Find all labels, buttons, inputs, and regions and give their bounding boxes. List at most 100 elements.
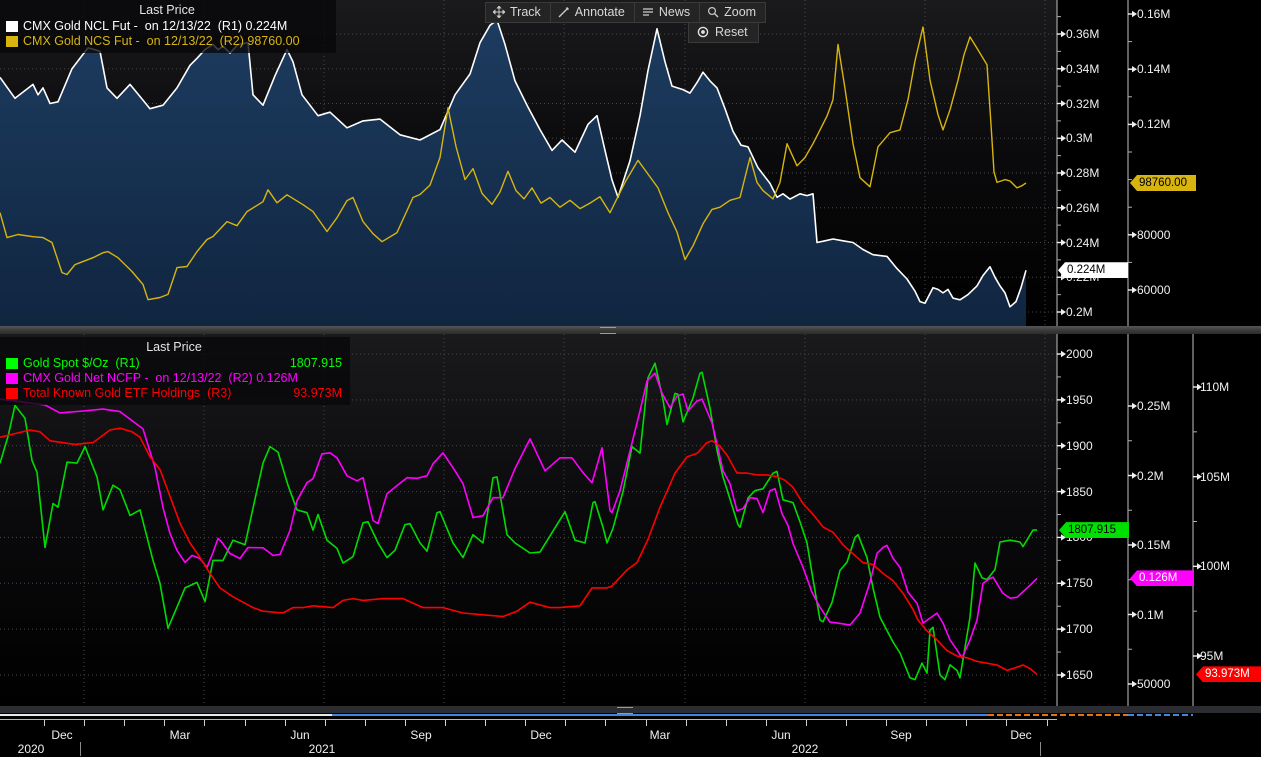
axis-tick-label: 1650: [1066, 668, 1093, 682]
date-axis-tick: [645, 720, 647, 726]
date-axis-tick: [685, 720, 687, 726]
reset-button[interactable]: Reset: [688, 22, 759, 43]
axis-tick-arrow-icon: [1061, 442, 1066, 449]
track-button[interactable]: Track: [485, 2, 551, 23]
scrollbar-drag-handle-icon[interactable]: [617, 707, 633, 714]
legend-series-label: CMX Gold NCL Fut - on 12/13/22 (R1) 0.22…: [23, 19, 288, 33]
year-label: 2020: [17, 742, 45, 756]
news-button[interactable]: News: [634, 2, 701, 23]
month-label: Dec: [1010, 728, 1032, 742]
top-legend-row[interactable]: CMX Gold NCS Fut - on 12/13/22 (R2) 9876…: [6, 34, 328, 49]
date-axis-tick: [44, 720, 45, 726]
date-axis-tick: [966, 720, 968, 726]
axis-tick-label: 1700: [1066, 622, 1093, 637]
axis-tick-label: 100M: [1200, 559, 1231, 574]
last-price-badge: 98760.00: [1130, 175, 1196, 192]
axis-tick-label: 2000: [1066, 347, 1093, 361]
bottom-legend-title: Last Price: [146, 340, 202, 354]
axis-tick-arrow-icon: [1132, 680, 1137, 688]
date-axis-border: [0, 719, 1057, 720]
axis-tick-arrow-icon: [1132, 286, 1137, 294]
date-axis-tick: [324, 720, 326, 726]
axis-tick-label: 0.14M: [1137, 62, 1171, 77]
date-axis-tick: [765, 720, 767, 726]
reset-target-icon: [697, 26, 709, 38]
date-axis-tick: [846, 720, 847, 726]
track-button-label: Track: [510, 5, 541, 19]
axis-tick-label: 0.24M: [1066, 235, 1100, 250]
axis-tick-arrow-icon: [1061, 100, 1066, 107]
bottom-legend-row[interactable]: Gold Spot $/Oz (R1) 1807.915: [6, 356, 342, 371]
axis-tick-arrow-icon: [1132, 121, 1137, 128]
axis-tick-label: 1750: [1066, 576, 1093, 591]
axis-tick-arrow-icon: [1132, 611, 1137, 618]
year-separator: [1040, 742, 1041, 756]
axis-tick-arrow-icon: [1132, 472, 1137, 479]
date-axis-tick: [404, 720, 406, 726]
last-price-badge: 0.126M: [1130, 570, 1194, 587]
axis-tick-label: 0.16M: [1137, 7, 1171, 21]
axis-tick-label: 0.25M: [1137, 399, 1171, 413]
horizontal-scrollbar[interactable]: [0, 706, 1261, 714]
date-axis-tick: [926, 720, 928, 726]
date-axis: Dec Mar Jun Sep Dec Mar Jun Sep Dec 2020 2021 2022: [0, 717, 1261, 757]
date-axis-tick: [204, 720, 206, 726]
axis-tick-arrow-icon: [1061, 204, 1066, 211]
month-label: Mar: [169, 728, 191, 742]
axis-tick-label: 0.2M: [1066, 305, 1093, 319]
reset-button-label: Reset: [715, 25, 748, 39]
bottom-legend-row[interactable]: Total Known Gold ETF Holdings (R3) 93.973…: [6, 386, 342, 401]
legend-series-label: Total Known Gold ETF Holdings (R3): [23, 386, 232, 400]
date-axis-tick: [1006, 720, 1008, 726]
axis-tick-label: 0.15M: [1137, 538, 1171, 552]
chart-toolbar: Track Annotate News Zoom: [485, 2, 767, 23]
month-label: Jun: [290, 728, 310, 742]
axis-tick-label: 105M: [1200, 469, 1231, 484]
bottom-legend-row[interactable]: CMX Gold Net NCFP - on 12/13/22 (R2) 0.1…: [6, 371, 342, 386]
axis-tick-arrow-icon: [1061, 580, 1066, 587]
panel-divider[interactable]: [0, 326, 1261, 334]
axis-tick-label: 0.12M: [1137, 117, 1171, 132]
date-axis-tick: [1046, 720, 1048, 726]
axis-tick-arrow-icon: [1132, 541, 1137, 549]
axis-tick-label: 1850: [1066, 484, 1093, 499]
axis-tick-arrow-icon: [1061, 65, 1066, 72]
year-label: 2022: [791, 742, 819, 756]
date-axis-tick: [244, 720, 246, 726]
axis-tick-label: 1950: [1066, 392, 1093, 407]
axis-tick-arrow-icon: [1061, 396, 1066, 404]
axis-tick-arrow-icon: [1061, 274, 1066, 281]
legend-swatch-icon: [6, 373, 18, 384]
visible-range-indicator[interactable]: [0, 714, 1261, 716]
legend-swatch-icon: [6, 358, 18, 369]
area-fill: [0, 20, 1026, 326]
divider-drag-handle-icon[interactable]: [600, 327, 616, 334]
date-axis-tick: [364, 720, 366, 726]
axis-tick-label: 0.1M: [1137, 607, 1164, 622]
axis-tick-arrow-icon: [1132, 402, 1137, 410]
date-axis-tick: [886, 720, 888, 726]
zoom-button-label: Zoom: [724, 5, 757, 19]
series-line-total-known-gold-etf-holdings: [0, 427, 1038, 676]
axis-tick-label: 95M: [1200, 649, 1224, 663]
axis-tick-arrow-icon: [1132, 66, 1137, 73]
date-axis-tick: [565, 720, 567, 726]
axis-tick-arrow-icon: [1132, 231, 1137, 238]
axis-tick-arrow-icon: [1061, 671, 1066, 679]
date-axis-tick: [84, 720, 86, 726]
news-button-label: News: [658, 5, 691, 19]
axis-tick-label: 0.2M: [1137, 468, 1164, 483]
last-price-badge: 0.224M: [1058, 262, 1128, 279]
month-label: Sep: [410, 728, 432, 742]
zoom-button[interactable]: Zoom: [700, 2, 767, 23]
axis-tick-arrow-icon: [1132, 10, 1137, 18]
range-event-blue-segment: [1128, 714, 1193, 716]
axis-tick-label: 0.34M: [1066, 61, 1100, 76]
month-label: Dec: [530, 728, 552, 742]
last-price-badge: 1807.915: [1059, 522, 1129, 539]
annotate-button[interactable]: Annotate: [550, 2, 635, 23]
legend-series-label: Gold Spot $/Oz (R1): [23, 356, 140, 370]
top-legend-row[interactable]: CMX Gold NCL Fut - on 12/13/22 (R1) 0.22…: [6, 19, 328, 34]
